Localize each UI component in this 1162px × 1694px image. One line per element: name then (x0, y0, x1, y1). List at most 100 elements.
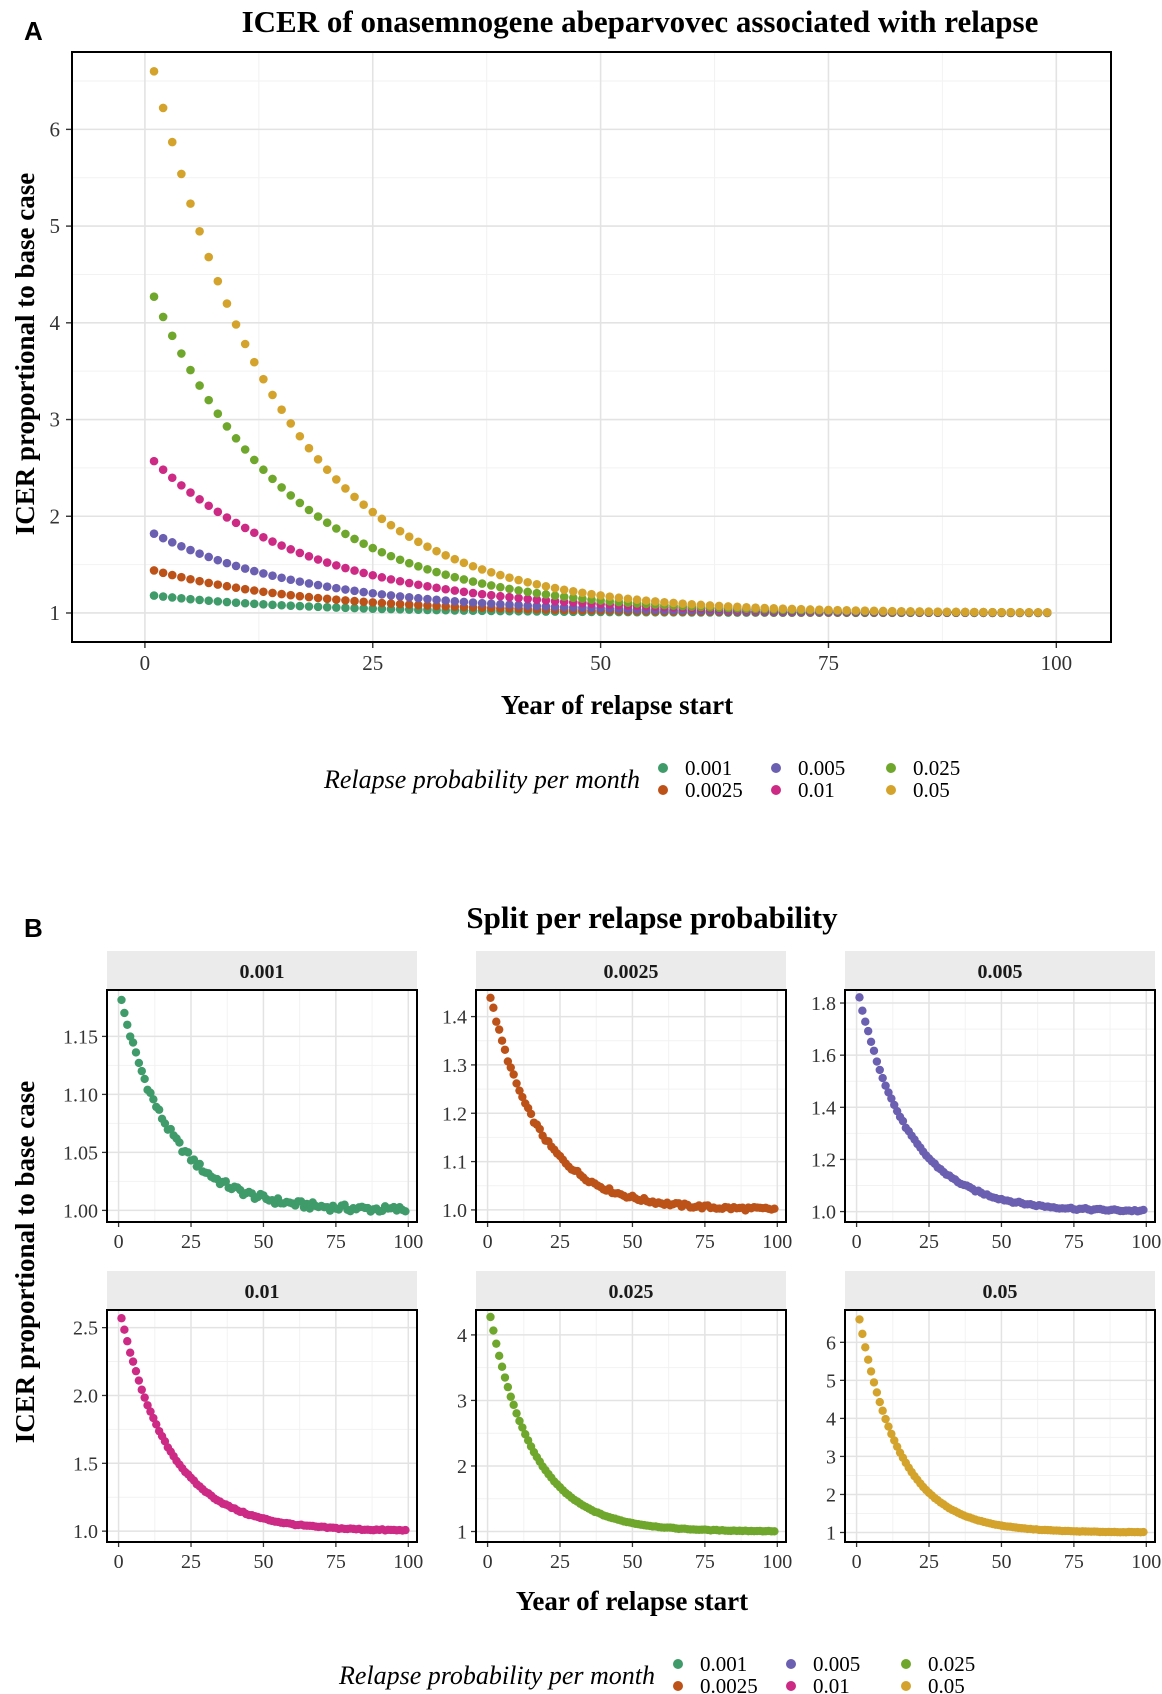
panel-a-point (477, 589, 487, 599)
panel-a-point (286, 590, 296, 600)
facet-y-tick-label: 2.5 (73, 1318, 98, 1340)
panel-a-point (678, 599, 687, 608)
facet-point (401, 1525, 410, 1535)
panel-a-point (441, 584, 450, 594)
panel-a-point (532, 595, 542, 604)
panel-a-point (477, 598, 487, 608)
panel-a-point (222, 597, 232, 607)
facet-y-tick-label: 1 (457, 1522, 467, 1544)
panel-a-point (313, 555, 323, 564)
panel-a-point (295, 601, 305, 611)
panel-a-point (860, 606, 870, 615)
panel-a-point (177, 169, 186, 179)
panel-a-point (486, 568, 496, 577)
panel-a-point (304, 579, 314, 588)
facet-point (512, 1409, 521, 1418)
legend-key (901, 1681, 911, 1691)
panel-a-point (213, 276, 223, 286)
panel-a-point (851, 606, 861, 615)
panel-a-series-0.05 (149, 67, 1052, 617)
panel-a-x-tick-label: 100 (1041, 651, 1073, 675)
legend-key (658, 785, 668, 795)
facet-point (166, 1124, 175, 1134)
panel-a-point (341, 563, 350, 573)
panel-a-point (1024, 608, 1034, 617)
panel-a-point (304, 602, 314, 611)
panel-a-point (395, 526, 405, 536)
panel-a-point (322, 518, 332, 528)
facet-point (872, 1057, 882, 1066)
panel-a-point (915, 607, 924, 616)
panel-a-point (240, 598, 250, 608)
panel-a-point (578, 588, 587, 598)
panel-a-point (350, 492, 359, 502)
facet-point (503, 1382, 513, 1392)
panel-a-point (505, 573, 514, 582)
facet-point (878, 1406, 887, 1415)
facet-point (134, 1058, 144, 1068)
panel-a-point (195, 576, 204, 586)
panel-a-point (277, 405, 286, 415)
facet-point (881, 1081, 890, 1090)
facet-x-tick-label: 50 (622, 1551, 642, 1573)
facet-point (887, 1094, 896, 1103)
panel-a-y-axis-title: ICER proportional to base case (10, 173, 40, 536)
panel-a-point (259, 532, 268, 542)
legend-key (771, 763, 781, 773)
facet-x-tick-label: 25 (181, 1231, 201, 1253)
facet-x-tick-label: 50 (253, 1231, 273, 1253)
facet-y-tick-label: 1.4 (811, 1097, 836, 1119)
panel-a-y-tick-label: 6 (50, 117, 61, 141)
panel-a-point (1006, 607, 1016, 617)
facet-point (875, 1397, 884, 1407)
facet-y-tick-label: 1.10 (63, 1084, 98, 1106)
panel-a-point (404, 558, 414, 568)
panel-a-point (231, 561, 241, 571)
facet-y-tick-label: 1.5 (73, 1453, 98, 1475)
facet-strip (476, 951, 786, 990)
facet-x-tick-label: 75 (695, 1551, 715, 1573)
panel-a-point (568, 593, 578, 603)
facet-0.025: 0.025 0 25 50 75 100 1 2 3 4 (457, 1271, 792, 1573)
legend-item-0.025: 0.025 (886, 756, 960, 780)
facet-point (863, 1026, 873, 1036)
facet-point (872, 1388, 882, 1397)
panel-a-point (842, 606, 851, 615)
facet-point (509, 1070, 518, 1079)
facet-strip (845, 951, 1155, 990)
panel-a-point (687, 599, 697, 609)
panel-b-x-axis-title: Year of relapse start (516, 1586, 748, 1616)
panel-b-legend-title: Relapse probability per month (338, 1661, 655, 1690)
panel-a-point (213, 409, 223, 419)
facet-y-tick-label: 1.15 (63, 1026, 98, 1048)
panel-a-point (450, 586, 460, 595)
facet-point (486, 1312, 495, 1322)
facet-point (154, 1105, 164, 1114)
panel-a-point (277, 483, 286, 492)
panel-a-point (186, 365, 195, 375)
panel-a-point (532, 601, 542, 611)
legend-label: 0.01 (813, 1674, 850, 1694)
facet-y-tick-label: 1.8 (811, 993, 836, 1015)
legend-item-0.005: 0.005 (771, 756, 845, 780)
facet-point (866, 1037, 876, 1047)
panel-a-point (541, 602, 551, 611)
panel-a-x-tick-label: 25 (362, 651, 383, 675)
facet-point (518, 1092, 527, 1102)
facet-y-tick-label: 3 (826, 1446, 836, 1468)
panel-a-point (705, 601, 715, 610)
facet-y-tick-label: 1.3 (442, 1055, 467, 1077)
panel-a-point (368, 543, 378, 553)
facet-point (486, 993, 495, 1003)
facet-0.005: 0.005 0 25 50 75 100 1.0 1.2 1.4 1.6 1.8 (811, 951, 1161, 1253)
panel-a-point (204, 252, 214, 262)
panel-a-point (204, 501, 214, 511)
facet-point (855, 1315, 864, 1324)
facet-x-tick-label: 50 (991, 1551, 1011, 1573)
panel-a-point (286, 419, 296, 428)
panel-a-point (924, 607, 934, 616)
panel-a-point (796, 604, 806, 614)
panel-a-point (195, 381, 204, 390)
panel-a-letter: A (24, 16, 43, 46)
